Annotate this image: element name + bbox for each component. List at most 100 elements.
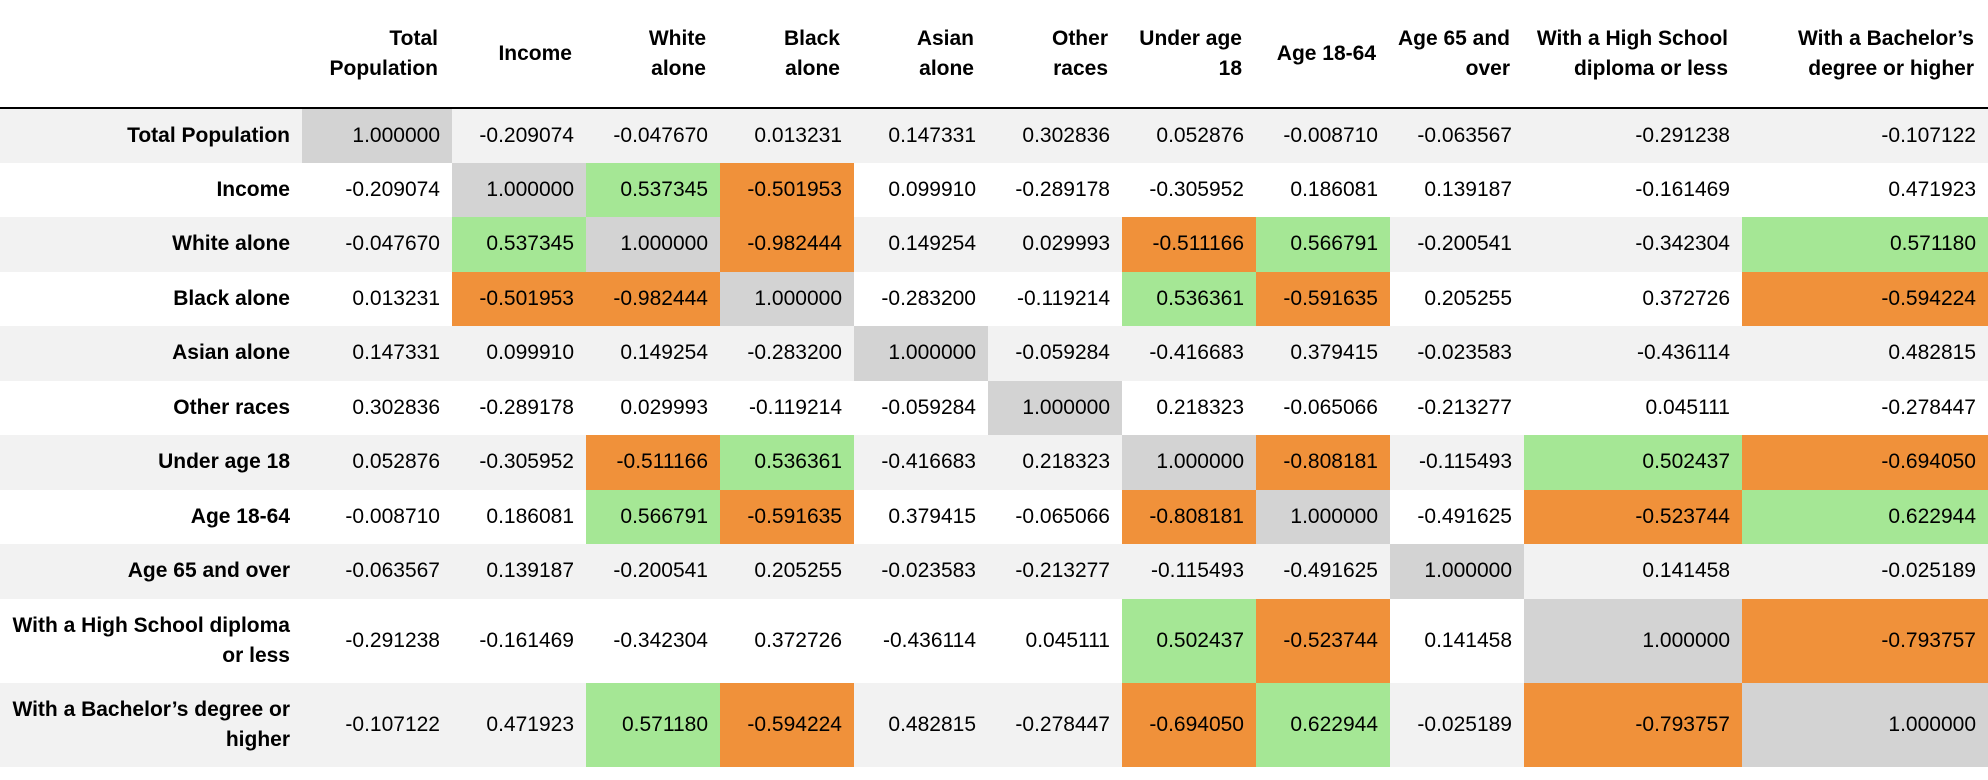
correlation-cell: 0.536361 [720,435,854,490]
table-row: Other races 0.302836 -0.289178 0.029993 -0.1… [0,380,1988,435]
correlation-cell: -0.283200 [881,286,976,310]
correlation-cell: 0.045111 [1645,395,1730,419]
correlation-cell: -0.025189 [1417,712,1512,736]
correlation-cell: -0.008710 [1283,123,1378,147]
correlation-cell: -0.063567 [1417,123,1512,147]
header-row: Total Population Income White alone Blac… [0,0,1988,109]
correlation-cell: -0.982444 [586,271,720,326]
correlation-cell: -0.501953 [720,162,854,217]
correlation-cell: 0.372726 [1642,286,1730,310]
row-header: Age 18-64 [190,504,290,528]
correlation-cell: 0.566791 [586,489,720,544]
correlation-cell: -0.694050 [1742,435,1988,490]
correlation-cell: -0.694050 [1122,682,1256,767]
correlation-cell: -0.008710 [345,504,440,528]
column-header: Black alone [720,0,854,109]
correlation-cell: 1.000000 [720,271,854,326]
correlation-cell: -0.436114 [882,628,976,652]
correlation-cell: -0.523744 [1524,489,1742,544]
correlation-cell: 0.482815 [1888,341,1976,365]
correlation-cell: -0.115493 [1150,559,1244,583]
table-row: Asian alone 0.147331 0.099910 0.149254 -0.28… [0,326,1988,381]
correlation-cell: 1.000000 [302,108,452,163]
correlation-cell: 0.537345 [586,162,720,217]
correlation-cell: 0.571180 [586,682,720,767]
correlation-cell: 0.471923 [486,712,574,736]
correlation-cell: -0.491625 [1417,504,1512,528]
correlation-cell: -0.305952 [479,450,574,474]
correlation-cell: -0.594224 [1742,271,1988,326]
correlation-cell: -0.289178 [479,395,574,419]
correlation-cell: 0.379415 [888,504,976,528]
correlation-cell: 0.502437 [1524,435,1742,490]
correlation-cell: 1.000000 [1122,435,1256,490]
correlation-cell: 0.141458 [1424,628,1512,652]
correlation-cell: -0.501953 [452,271,586,326]
correlation-cell: -0.059284 [1015,341,1110,365]
column-header: With a High School diploma or less [1524,0,1742,109]
row-header: Black alone [173,286,290,310]
correlation-cell: -0.305952 [1149,177,1244,201]
table-row: Under age 18 0.052876 -0.305952 -0.511166 0.… [0,435,1988,490]
correlation-cell: 0.205255 [1424,286,1512,310]
column-header: Age 65 and over [1390,0,1524,109]
correlation-cell: 0.471923 [1888,177,1976,201]
correlation-cell: -0.511166 [586,435,720,490]
correlation-cell: 0.536361 [1122,271,1256,326]
correlation-cell: -0.200541 [613,559,708,583]
corner-cell [0,0,302,109]
correlation-cell: -0.278447 [1881,395,1976,419]
correlation-cell: 0.045111 [1025,628,1110,652]
correlation-cell: -0.065066 [1283,395,1378,419]
correlation-cell: -0.119214 [748,395,842,419]
correlation-cell: 0.622944 [1742,489,1988,544]
correlation-cell: -0.523744 [1256,598,1390,683]
correlation-cell: -0.416683 [881,450,976,474]
correlation-cell: -0.594224 [720,682,854,767]
correlation-cell: 1.000000 [452,162,586,217]
correlation-cell: 0.141458 [1642,559,1730,583]
correlation-cell: -0.115493 [1418,450,1512,474]
correlation-cell: 0.147331 [888,123,976,147]
correlation-cell: 0.571180 [1742,217,1988,272]
correlation-cell: 0.139187 [486,559,574,583]
correlation-cell: -0.161469 [1635,177,1730,201]
correlation-cell: 0.218323 [1156,395,1244,419]
table-row: With a High School diploma or less -0.291… [0,598,1988,683]
correlation-cell: 1.000000 [988,380,1122,435]
column-header: White alone [586,0,720,109]
correlation-cell: -0.025189 [1881,559,1976,583]
row-header: With a High School diploma or less [12,613,290,667]
correlation-cell: -0.209074 [345,177,440,201]
correlation-cell: 0.139187 [1424,177,1512,201]
correlation-cell: 0.302836 [352,395,440,419]
table-row: Age 65 and over -0.063567 0.139187 -0.20054… [0,544,1988,599]
correlation-cell: -0.808181 [1256,435,1390,490]
correlation-cell: 0.099910 [486,341,574,365]
column-header: With a Bachelor’s degree or higher [1742,0,1988,109]
correlation-cell: 0.029993 [620,395,708,419]
correlation-cell: -0.107122 [1881,123,1976,147]
correlation-cell: 1.000000 [1742,682,1988,767]
table-row: Black alone 0.013231 -0.501953 -0.982444 1.0… [0,271,1988,326]
correlation-cell: 1.000000 [1256,489,1390,544]
correlation-cell: 0.186081 [1290,177,1378,201]
correlation-cell: -0.291238 [345,628,440,652]
correlation-cell: 0.186081 [486,504,574,528]
row-header: With a Bachelor’s degree or higher [12,697,290,751]
correlation-cell: -0.291238 [1635,123,1730,147]
row-header: Asian alone [172,341,290,365]
table-row: Total Population 1.000000 -0.209074 -0.0476… [0,108,1988,163]
correlation-cell: 0.052876 [1156,123,1244,147]
correlation-cell: 0.622944 [1256,682,1390,767]
correlation-cell: 0.013231 [352,286,440,310]
correlation-cell: -0.213277 [1015,559,1110,583]
correlation-cell: 0.372726 [754,628,842,652]
column-header: Age 18-64 [1256,0,1390,109]
correlation-cell: -0.491625 [1283,559,1378,583]
correlation-cell: -0.047670 [613,123,708,147]
correlation-cell: 0.149254 [620,341,708,365]
correlation-cell: -0.107122 [345,712,440,736]
correlation-cell: -0.063567 [345,559,440,583]
